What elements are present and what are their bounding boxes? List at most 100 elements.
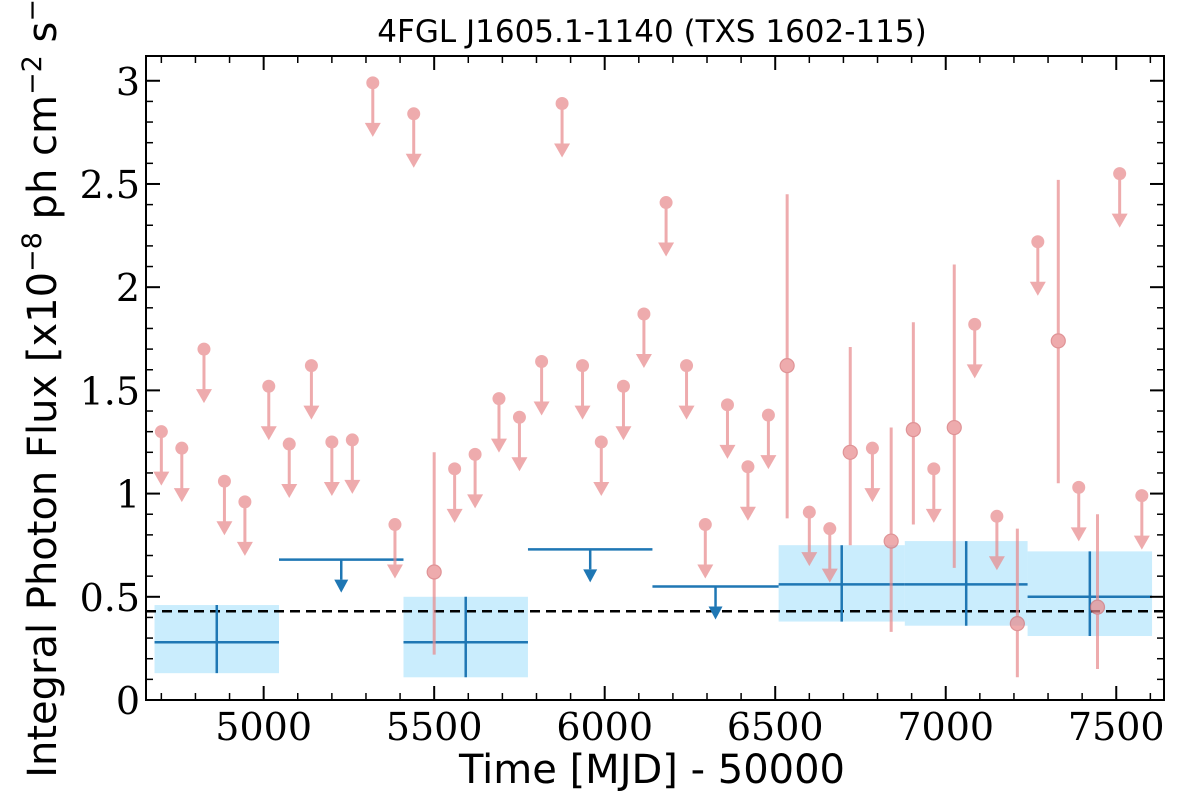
short-bin-upper-limit bbox=[236, 495, 253, 556]
short-bin-upper-limit bbox=[719, 398, 736, 459]
short-bin-marker bbox=[1009, 616, 1025, 632]
short-bin-upper-limit bbox=[344, 433, 361, 494]
short-bin-ul-arrowhead bbox=[739, 506, 756, 521]
short-bin-ul-arrowhead bbox=[446, 508, 463, 523]
short-bin-ul-arrowhead bbox=[511, 457, 528, 472]
long-bin-point bbox=[904, 541, 1028, 626]
short-bin-point bbox=[905, 322, 921, 525]
short-bin-marker bbox=[779, 358, 795, 374]
short-bin-upper-limit bbox=[386, 518, 403, 579]
short-bin-upper-limit bbox=[364, 76, 381, 137]
short-bin-ul-arrowhead bbox=[593, 481, 610, 496]
short-bin-ul-arrowhead bbox=[344, 479, 361, 494]
short-bin-ul-marker bbox=[345, 433, 359, 447]
short-bin-upper-limit bbox=[511, 410, 528, 472]
short-bin-ul-marker bbox=[282, 437, 296, 451]
short-bin-ul-arrowhead bbox=[490, 438, 507, 453]
short-bin-upper-limit bbox=[153, 425, 170, 486]
x-axis-label: Time [MJD] - 50000 bbox=[458, 747, 845, 793]
short-bin-ul-marker bbox=[802, 505, 816, 519]
short-bin-ul-marker bbox=[325, 435, 339, 449]
short-bin-ul-arrowhead bbox=[801, 552, 818, 567]
short-bin-ul-marker bbox=[468, 447, 482, 461]
short-bin-upper-limit bbox=[405, 107, 422, 168]
short-bin-ul-arrowhead bbox=[554, 143, 571, 158]
x-tick-label: 7000 bbox=[897, 705, 994, 749]
short-bin-ul-arrowhead bbox=[195, 389, 212, 404]
short-bin-ul-arrowhead bbox=[364, 122, 381, 137]
short-bin-marker bbox=[905, 422, 921, 438]
short-bin-ul-arrowhead bbox=[303, 405, 320, 420]
short-bin-ul-marker bbox=[366, 76, 380, 90]
short-bin-upper-limit bbox=[801, 505, 818, 567]
short-bin-ul-marker bbox=[1135, 489, 1149, 503]
short-bin-marker bbox=[1050, 333, 1066, 349]
short-bin-ul-arrowhead bbox=[615, 426, 632, 441]
short-bin-ul-arrowhead bbox=[1070, 527, 1087, 542]
short-bin-upper-limit bbox=[554, 96, 571, 158]
y-tick-label: 0 bbox=[116, 679, 140, 723]
short-bin-upper-limit bbox=[697, 518, 714, 579]
short-bin-ul-marker bbox=[594, 435, 608, 449]
short-bin-ul-arrowhead bbox=[153, 471, 170, 486]
short-bin-ul-marker bbox=[680, 359, 694, 373]
y-tick-label: 3 bbox=[116, 60, 140, 104]
short-bin-ul-arrowhead bbox=[236, 541, 253, 556]
short-bin-marker bbox=[946, 419, 962, 436]
axes-frame bbox=[145, 55, 1165, 701]
long-bin-upper-limit bbox=[652, 585, 779, 620]
short-bin-ul-marker bbox=[990, 509, 1004, 523]
short-bin-upper-limit bbox=[615, 379, 632, 441]
short-bin-upper-limit bbox=[173, 441, 190, 503]
long-bin-ul-arrowhead bbox=[583, 569, 598, 583]
short-bin-marker bbox=[426, 564, 442, 580]
short-bin-upper-limit bbox=[303, 359, 320, 420]
short-bin-upper-limit bbox=[574, 359, 591, 420]
short-bin-ul-arrowhead bbox=[533, 401, 550, 416]
short-bin-ul-marker bbox=[262, 379, 276, 393]
long-bin-point bbox=[154, 605, 280, 674]
short-bin-ul-marker bbox=[823, 522, 837, 536]
y-axis-label: Integral Photon Flux [x10−8 ph cm−2 s−1] bbox=[17, 0, 66, 778]
y-tick-label: 0.5 bbox=[80, 576, 140, 620]
short-bin-marker bbox=[1089, 599, 1106, 615]
short-bin-upper-limit bbox=[260, 379, 277, 441]
short-bin-ul-marker bbox=[555, 96, 569, 110]
short-bin-ul-arrowhead bbox=[281, 484, 298, 499]
x-tick-label: 6500 bbox=[727, 705, 824, 749]
short-bin-ul-marker bbox=[927, 462, 941, 476]
short-bin-upper-limit bbox=[635, 307, 652, 369]
y-tick-label: 1 bbox=[116, 473, 140, 517]
x-tick-label: 7500 bbox=[1068, 705, 1165, 749]
short-bin-upper-limit bbox=[1111, 167, 1128, 228]
short-bin-ul-arrowhead bbox=[574, 405, 591, 420]
short-bin-upper-limit bbox=[593, 435, 610, 496]
short-bin-ul-marker bbox=[492, 392, 506, 406]
short-bin-point bbox=[779, 194, 795, 519]
long-bin-ul-arrowhead bbox=[708, 606, 723, 620]
short-bin-ul-arrowhead bbox=[719, 444, 736, 459]
y-tick-label: 1.5 bbox=[80, 369, 140, 413]
short-bin-ul-marker bbox=[388, 518, 402, 532]
short-bin-ul-arrowhead bbox=[173, 488, 190, 503]
short-bin-ul-arrowhead bbox=[697, 564, 714, 579]
short-bin-ul-arrowhead bbox=[864, 488, 881, 503]
short-bin-ul-marker bbox=[512, 410, 526, 424]
short-bin-upper-limit bbox=[281, 437, 298, 499]
long-bin-point bbox=[403, 596, 528, 678]
short-bin-upper-limit bbox=[739, 460, 756, 521]
x-tick-label: 6000 bbox=[556, 705, 653, 749]
short-bin-point bbox=[1009, 528, 1025, 678]
short-bin-point bbox=[1050, 179, 1066, 484]
short-bin-ul-arrowhead bbox=[966, 364, 983, 379]
short-bin-upper-limit bbox=[533, 354, 550, 416]
short-bin-ul-marker bbox=[720, 398, 734, 412]
short-bin-ul-arrowhead bbox=[405, 153, 422, 168]
short-bin-upper-limit bbox=[864, 441, 881, 503]
short-bin-marker bbox=[883, 533, 899, 549]
short-bin-ul-marker bbox=[1031, 235, 1045, 249]
short-bin-ul-marker bbox=[968, 317, 982, 331]
y-axis-label-exp1: −8 bbox=[17, 232, 48, 272]
short-bin-ul-marker bbox=[761, 408, 775, 422]
short-bin-upper-limit bbox=[446, 462, 463, 523]
